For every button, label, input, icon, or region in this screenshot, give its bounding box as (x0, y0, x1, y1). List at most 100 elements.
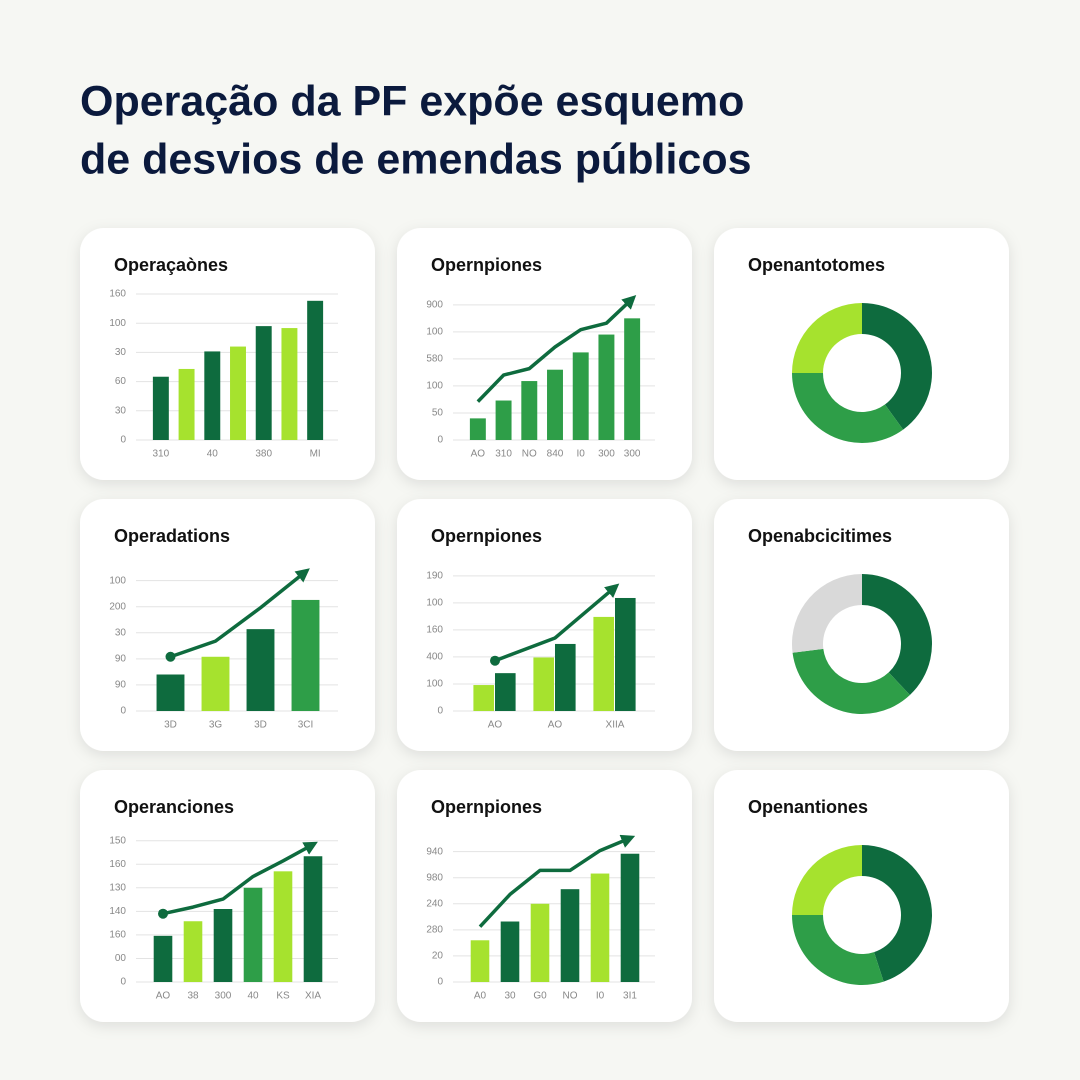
card-title: Openantotomes (748, 255, 885, 275)
bar (246, 629, 275, 711)
card-title: Openantiones (748, 797, 868, 817)
x-tick-label: I0 (596, 991, 605, 1002)
donut-slice (792, 648, 910, 715)
x-tick-label: AO (488, 720, 503, 731)
y-tick-label: 400 (426, 652, 443, 663)
card-title: Operadations (114, 526, 230, 546)
bar (598, 334, 615, 440)
card (714, 499, 1009, 751)
bar (281, 328, 298, 440)
trend-line (476, 295, 637, 403)
y-tick-label: 130 (109, 882, 126, 893)
bar (152, 376, 169, 440)
y-tick-label: 0 (120, 435, 126, 446)
bar (547, 369, 563, 440)
bar (213, 909, 233, 982)
donut-slice (792, 303, 862, 373)
bar (303, 856, 323, 982)
y-tick-label: 100 (426, 326, 443, 337)
bar (204, 351, 221, 440)
x-tick-label: 300 (215, 991, 232, 1002)
bar (183, 921, 203, 982)
y-tick-label: 100 (109, 318, 126, 329)
y-tick-label: 150 (109, 835, 126, 846)
y-tick-label: 00 (115, 953, 127, 964)
bar (615, 597, 636, 711)
card-title: Opernpiones (431, 255, 542, 275)
y-tick-label: 100 (109, 575, 126, 586)
donut-slice (792, 373, 904, 443)
y-tick-label: 980 (426, 872, 443, 883)
y-tick-label: 100 (426, 381, 443, 392)
trend-start (165, 651, 176, 662)
y-tick-label: 90 (115, 653, 127, 664)
x-tick-label: 3G (209, 720, 223, 731)
bar (590, 873, 610, 982)
y-tick-label: 100 (426, 679, 443, 690)
trend-start (490, 655, 500, 666)
bar (255, 326, 272, 440)
x-tick-label: 30 (504, 991, 516, 1002)
x-tick-label: A0 (474, 991, 487, 1002)
y-tick-label: 900 (426, 299, 443, 310)
card-title: Opernpiones (431, 526, 542, 546)
bar (307, 300, 324, 440)
card (714, 228, 1009, 480)
bar (500, 921, 520, 982)
x-tick-label: MI (310, 449, 321, 460)
y-tick-label: 60 (115, 376, 127, 387)
x-tick-label: 38 (187, 991, 199, 1002)
bar (620, 853, 640, 982)
x-tick-label: 310 (495, 449, 512, 460)
y-tick-label: 160 (426, 625, 443, 636)
x-tick-label: AO (156, 991, 171, 1002)
card-title: Opernpiones (431, 797, 542, 817)
x-tick-label: I0 (577, 449, 586, 460)
card-title: Operaçaònes (114, 255, 228, 275)
card-title: Operanciones (114, 797, 234, 817)
x-tick-label: KS (276, 991, 290, 1002)
x-tick-label: XIIA (606, 720, 625, 731)
y-tick-label: 160 (109, 930, 126, 941)
y-tick-label: 0 (437, 435, 443, 446)
donut-slice (792, 845, 862, 915)
bar (530, 903, 550, 982)
y-tick-label: 20 (432, 951, 444, 962)
donut-slice (862, 303, 932, 430)
donut-slice (862, 574, 932, 696)
y-tick-label: 0 (120, 977, 126, 988)
bar (533, 657, 554, 711)
y-tick-label: 0 (437, 977, 443, 988)
bar (470, 940, 490, 982)
donut-slice (791, 574, 862, 653)
y-tick-label: 140 (109, 906, 126, 917)
y-tick-label: 100 (426, 597, 443, 608)
bar (624, 318, 641, 440)
bar (593, 616, 614, 711)
bar (243, 887, 263, 982)
x-tick-label: AO (548, 720, 563, 731)
x-tick-label: 3D (254, 720, 267, 731)
trend-line (478, 834, 636, 928)
y-tick-label: 50 (432, 408, 444, 419)
x-tick-label: 40 (247, 991, 259, 1002)
bar (495, 400, 512, 440)
bar (555, 643, 576, 711)
bar (572, 352, 589, 440)
card-title: Openabcicitimes (748, 526, 892, 546)
trend-line (494, 583, 620, 663)
x-tick-label: G0 (533, 991, 547, 1002)
bar (178, 368, 195, 440)
trend-start (158, 908, 168, 919)
bar (153, 935, 173, 982)
x-tick-label: 300 (624, 449, 641, 460)
bar (469, 418, 486, 440)
page-title: de desvios de emendas públicos (80, 135, 752, 183)
x-tick-label: NO (563, 991, 578, 1002)
y-tick-label: 90 (115, 680, 127, 691)
bar (291, 599, 320, 711)
x-tick-label: 3I1 (623, 991, 637, 1002)
bar (230, 346, 246, 440)
x-tick-label: 310 (153, 449, 170, 460)
